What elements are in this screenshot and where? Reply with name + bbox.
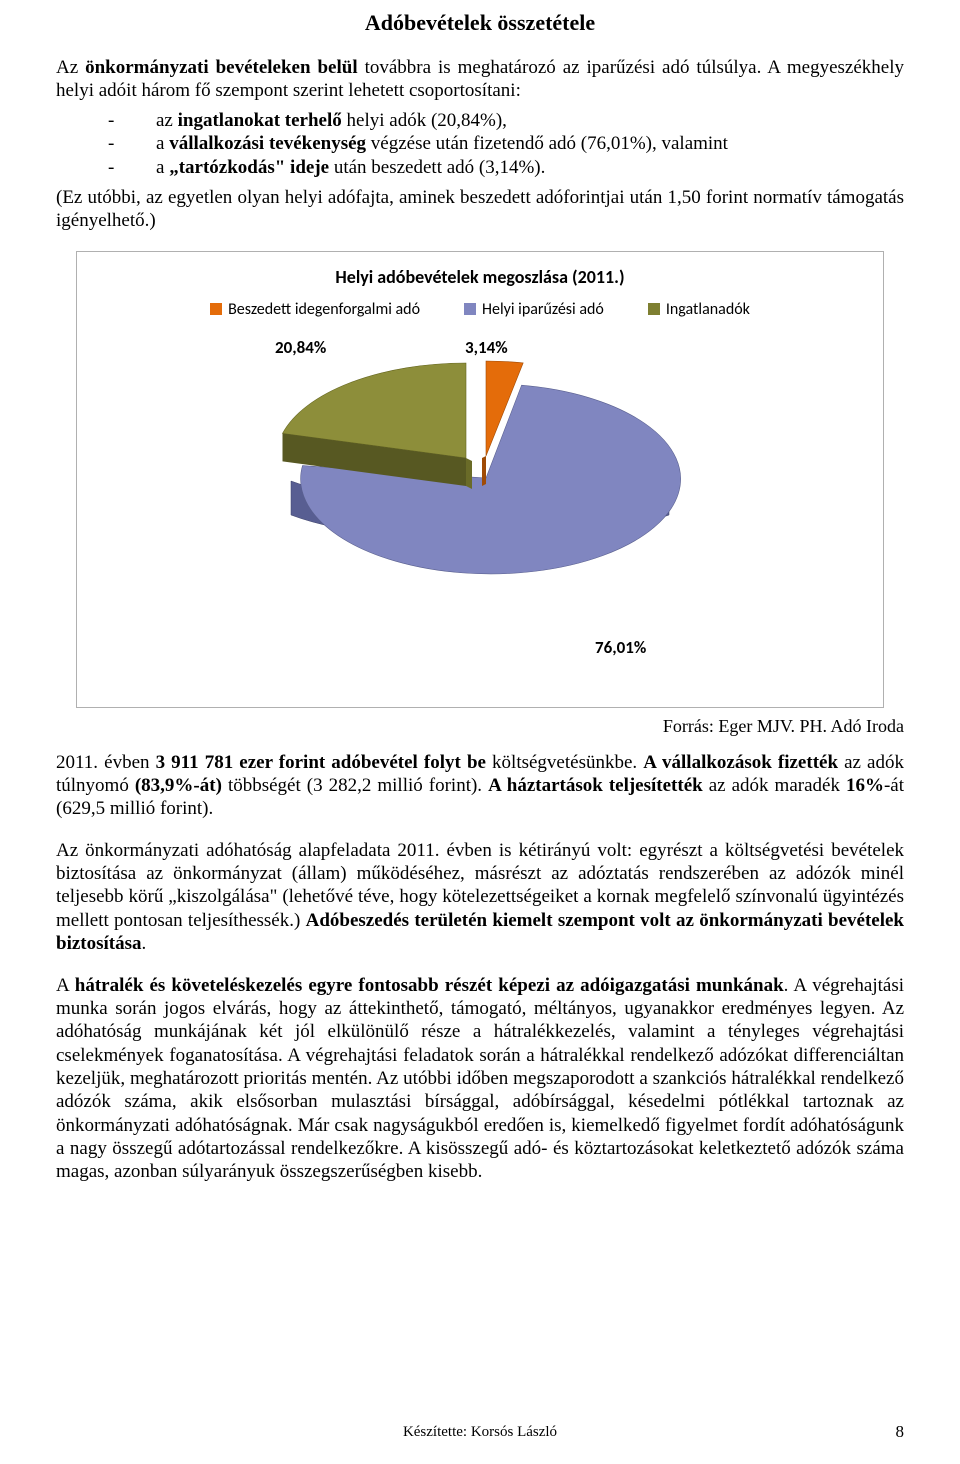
legend-swatch xyxy=(648,303,660,315)
text: után beszedett adó (3,14%). xyxy=(329,157,545,178)
text: a xyxy=(156,157,169,178)
slice-label-76: 76,01% xyxy=(595,637,646,658)
legend-label: Beszedett idegenforgalmi adó xyxy=(228,300,420,319)
legend-swatch xyxy=(464,303,476,315)
dash-icon: - xyxy=(108,156,156,180)
text-bold: vállalkozási tevékenység xyxy=(169,133,366,154)
bullet-list: - az ingatlanokat terhelő helyi adók (20… xyxy=(56,109,904,180)
text-bold: (83,9%-át) xyxy=(135,775,228,796)
pie-chart-container: Helyi adóbevételek megoszlása (2011.) Be… xyxy=(76,251,884,708)
text: többségét (3 282,2 millió forint). xyxy=(228,775,488,796)
text: 2011. évben xyxy=(56,752,156,773)
text-bold: A háztartások teljesítették xyxy=(488,775,709,796)
footer-author: Készítette: Korsós László xyxy=(86,1424,874,1441)
text-bold: 3 911 781 ezer forint adóbevétel folyt b… xyxy=(156,752,492,773)
list-item: - az ingatlanokat terhelő helyi adók (20… xyxy=(108,109,904,133)
chart-title: Helyi adóbevételek megoszlása (2011.) xyxy=(95,266,865,288)
text-bold: hátralék és követeléskezelés egyre fonto… xyxy=(75,975,784,996)
pie-chart: 20,84% 3,14% xyxy=(95,337,865,677)
page-footer: Készítette: Korsós László 8 xyxy=(0,1422,960,1442)
text: végzése után fizetendő adó (76,01%), val… xyxy=(366,133,728,154)
footer-page-number: 8 xyxy=(874,1422,904,1442)
text-bold: ingatlanokat terhelő xyxy=(178,110,342,131)
paragraph-intro: Az önkormányzati bevételeken belül továb… xyxy=(56,56,904,103)
legend-item: Beszedett idegenforgalmi adó xyxy=(210,300,420,319)
legend-label: Helyi iparűzési adó xyxy=(482,300,604,319)
page-title: Adóbevételek összetétele xyxy=(56,10,904,36)
legend-item: Ingatlanadók xyxy=(648,300,750,319)
slice-label-20: 20,84% xyxy=(275,337,326,358)
text: helyi adók (20,84%), xyxy=(342,110,507,131)
pie-svg xyxy=(240,337,720,637)
chart-source: Forrás: Eger MJV. PH. Adó Iroda xyxy=(56,716,904,737)
paragraph-postlist: (Ez utóbbi, az egyetlen olyan helyi adóf… xyxy=(56,186,904,233)
text: az adók maradék xyxy=(709,775,846,796)
dash-icon: - xyxy=(108,132,156,156)
text-bold: 16% xyxy=(846,775,884,796)
text: . xyxy=(142,933,147,954)
legend-item: Helyi iparűzési adó xyxy=(464,300,604,319)
list-item: - a vállalkozási tevékenység végzése utá… xyxy=(108,132,904,156)
dash-icon: - xyxy=(108,109,156,133)
legend-label: Ingatlanadók xyxy=(666,300,750,319)
text: . A végrehajtási munka során jogos elvár… xyxy=(56,975,904,1183)
text: a xyxy=(156,133,169,154)
paragraph-2: 2011. évben 3 911 781 ezer forint adóbev… xyxy=(56,751,904,821)
text-bold: önkormányzati bevételeken belül xyxy=(85,57,364,78)
list-item: - a „tartózkodás" ideje után beszedett a… xyxy=(108,156,904,180)
text: Az xyxy=(56,57,85,78)
text-bold: „tartózkodás" ideje xyxy=(169,157,329,178)
legend-swatch xyxy=(210,303,222,315)
text: költségvetésünkbe. xyxy=(492,752,643,773)
text-bold: A vállalkozások fizették xyxy=(643,752,844,773)
paragraph-4: A hátralék és követeléskezelés egyre fon… xyxy=(56,974,904,1184)
document-page: Adóbevételek összetétele Az önkormányzat… xyxy=(0,0,960,1464)
text: A xyxy=(56,975,75,996)
slice-label-3: 3,14% xyxy=(465,337,508,358)
paragraph-3: Az önkormányzati adóhatóság alapfeladata… xyxy=(56,839,904,956)
text: az xyxy=(156,110,178,131)
chart-legend: Beszedett idegenforgalmi adó Helyi iparű… xyxy=(95,300,865,319)
